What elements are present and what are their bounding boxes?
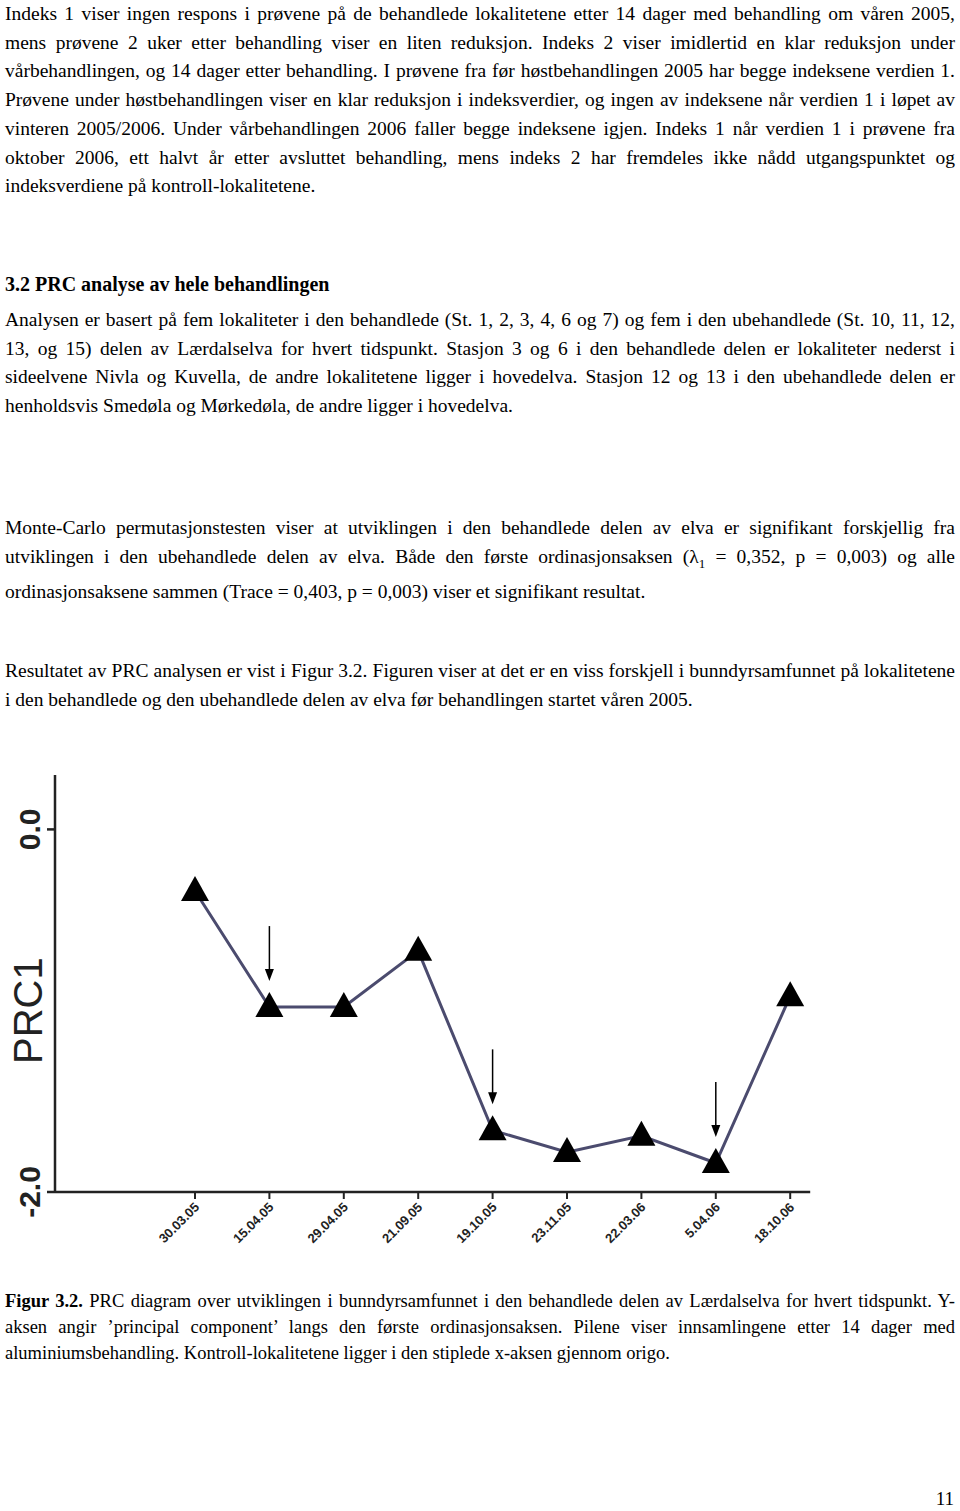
x-tick-label: 22.03.06	[602, 1200, 648, 1246]
paragraph: Analysen er basert på fem lokaliteter i …	[5, 306, 955, 421]
x-tick-label: 15.04.05	[230, 1200, 276, 1246]
x-tick-label: 29.04.05	[305, 1200, 351, 1246]
heading: 3.2 PRC analyse av hele behandlingen	[5, 273, 329, 296]
plot-area	[181, 876, 804, 1173]
caption-label: Figur 3.2.	[5, 1291, 83, 1311]
x-tick-label: 23.11.05	[528, 1200, 574, 1246]
arrow	[265, 926, 274, 981]
point	[181, 876, 209, 901]
x-tick-label: 5.04.06	[682, 1200, 723, 1241]
y-axis	[54, 775, 57, 1192]
x-tick-label: 21.09.05	[379, 1200, 425, 1246]
arrow	[711, 1082, 720, 1137]
point	[776, 981, 804, 1006]
x-tick-label: 30.03.05	[156, 1200, 202, 1246]
x-tick	[715, 1192, 717, 1199]
caption: Figur 3.2. PRC diagram over utviklingen …	[5, 1288, 955, 1366]
point	[330, 992, 358, 1017]
x-tick	[194, 1192, 196, 1199]
caption-text: PRC diagram over utviklingen i bunndyrsa…	[5, 1291, 955, 1363]
x-tick	[268, 1192, 270, 1199]
y-tick	[47, 828, 55, 831]
x-tick	[492, 1192, 494, 1199]
paragraph: Indeks 1 viser ingen respons i prøvene p…	[5, 0, 955, 201]
subscript: 1	[699, 556, 706, 571]
page-number: 11	[936, 1488, 954, 1510]
x-tick-label: 19.10.05	[453, 1200, 499, 1246]
x-tick	[566, 1192, 568, 1199]
y-tick	[47, 1191, 55, 1194]
x-tick	[789, 1192, 791, 1199]
y-tick-label: 0.0	[13, 809, 46, 851]
point	[553, 1137, 581, 1162]
x-tick-label: 18.10.06	[751, 1200, 797, 1246]
x-tick	[343, 1192, 345, 1199]
point	[255, 992, 283, 1017]
y-axis-label: PRC1	[6, 957, 50, 1064]
paragraph: Resultatet av PRC analysen er vist i Fig…	[5, 657, 955, 714]
x-tick	[417, 1192, 419, 1199]
point	[479, 1115, 507, 1140]
arrow	[488, 1049, 497, 1104]
x-axis	[55, 1191, 810, 1194]
line	[195, 891, 790, 1163]
x-tick	[640, 1192, 642, 1199]
chart: 0.0 -2.0 PRC1 30.03.05 15.04.05 29.04.05 21.09…	[0, 760, 960, 1285]
y-tick-label: -2.0	[13, 1166, 46, 1218]
point	[627, 1121, 655, 1146]
paragraph: Monte-Carlo permutasjonstesten viser at …	[5, 514, 955, 607]
point	[404, 936, 432, 961]
point	[702, 1148, 730, 1173]
